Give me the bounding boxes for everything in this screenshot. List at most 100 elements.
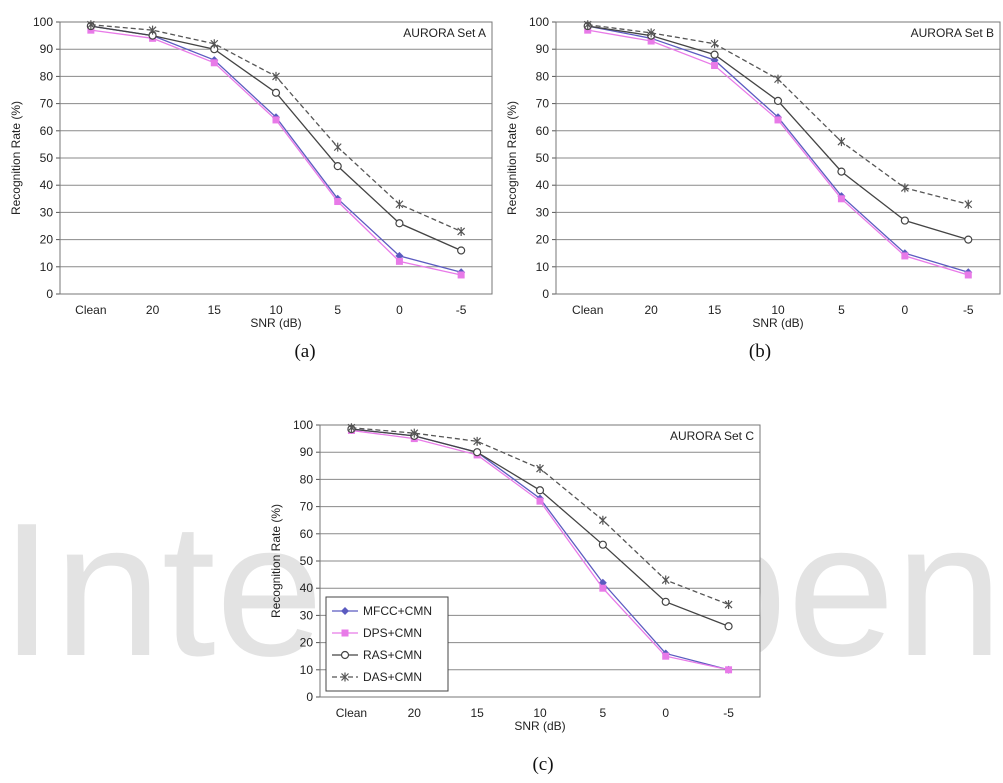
panel-caption: (c) — [532, 754, 553, 775]
data-point — [272, 71, 280, 81]
data-point — [473, 448, 482, 457]
data-point — [837, 195, 845, 203]
data-point — [583, 20, 592, 30]
x-tick-label: 10 — [269, 303, 283, 317]
y-tick-label: 20 — [40, 233, 54, 247]
x-tick-label: 10 — [771, 303, 785, 317]
data-point — [598, 540, 607, 549]
data-point — [724, 600, 733, 610]
x-axis-label: SNR (dB) — [250, 316, 301, 330]
data-point — [647, 28, 656, 38]
data-point — [347, 423, 356, 433]
panel-title: AURORA Set A — [403, 26, 486, 40]
x-tick-label: 10 — [533, 706, 547, 720]
series-dps — [584, 26, 972, 279]
x-tick-label: -5 — [963, 303, 974, 317]
y-tick-label: 20 — [536, 233, 550, 247]
x-tick-label: Clean — [75, 303, 106, 317]
y-tick-label: 90 — [300, 445, 314, 459]
data-point — [964, 271, 972, 279]
y-tick-label: 80 — [536, 69, 550, 83]
data-point — [837, 167, 846, 176]
y-tick-label: 60 — [536, 124, 550, 138]
data-point — [901, 252, 909, 260]
y-tick-label: 50 — [536, 151, 550, 165]
plot-frame — [319, 424, 761, 698]
legend: MFCC+CMN DPS+CMN RAS+CMN DAS+CMN — [325, 596, 449, 692]
legend-marker — [341, 607, 349, 615]
data-point — [774, 116, 782, 124]
data-point — [536, 497, 544, 505]
y-tick-label: 100 — [33, 15, 53, 29]
data-point — [395, 219, 404, 228]
y-tick-label: 70 — [40, 97, 54, 111]
x-axis-label: SNR (dB) — [514, 719, 565, 733]
y-tick-label: 40 — [40, 178, 54, 192]
data-point — [599, 584, 607, 592]
y-tick-label: 80 — [40, 69, 54, 83]
data-point — [210, 39, 219, 49]
x-tick-label: 20 — [408, 706, 422, 720]
legend-marker — [341, 629, 349, 637]
data-point — [900, 183, 909, 193]
legend-label: RAS+CMN — [363, 648, 422, 662]
legend-label: MFCC+CMN — [363, 604, 432, 618]
y-tick-label: 10 — [536, 260, 550, 274]
series-das — [347, 423, 733, 610]
y-tick-label: 0 — [306, 690, 313, 704]
y-tick-label: 60 — [300, 527, 314, 541]
y-tick-label: 60 — [40, 124, 54, 138]
data-point — [661, 597, 670, 606]
data-point — [395, 251, 404, 260]
legend-item: DPS+CMN — [332, 626, 422, 640]
y-tick-label: 30 — [40, 205, 54, 219]
legend-item: MFCC+CMN — [332, 604, 432, 618]
data-point — [333, 142, 342, 152]
data-point — [395, 257, 403, 265]
x-tick-label: 0 — [902, 303, 909, 317]
x-tick-label: 0 — [396, 303, 403, 317]
series-das — [86, 20, 466, 236]
data-point — [662, 652, 670, 660]
y-tick-label: 50 — [300, 554, 314, 568]
x-tick-label: 20 — [146, 303, 160, 317]
x-tick-label: 15 — [470, 706, 484, 720]
y-tick-label: 100 — [293, 418, 313, 432]
x-tick-label: 5 — [838, 303, 845, 317]
data-point — [148, 25, 157, 35]
data-point — [724, 622, 733, 631]
plot-frame — [555, 21, 1001, 295]
data-point — [536, 464, 544, 474]
data-point — [333, 162, 342, 171]
panel-caption: (a) — [294, 341, 315, 362]
x-tick-label: -5 — [456, 303, 467, 317]
y-tick-label: 90 — [40, 42, 54, 56]
x-tick-label: 5 — [600, 706, 607, 720]
data-point — [711, 62, 719, 70]
legend-marker — [341, 672, 349, 682]
y-tick-label: 0 — [46, 287, 53, 301]
y-axis-label: Recognition Rate (%) — [9, 101, 23, 215]
series-ras — [86, 21, 466, 255]
x-tick-label: 5 — [334, 303, 341, 317]
data-point — [647, 37, 655, 45]
panel-caption: (b) — [749, 341, 771, 362]
plot-frame — [59, 21, 493, 295]
y-tick-label: 10 — [40, 260, 54, 274]
y-tick-label: 40 — [300, 581, 314, 595]
data-point — [86, 20, 95, 30]
x-tick-label: 15 — [708, 303, 722, 317]
y-tick-label: 10 — [300, 663, 314, 677]
data-point — [210, 59, 218, 67]
data-point — [837, 137, 846, 147]
data-point — [725, 666, 733, 674]
data-point — [410, 428, 419, 438]
data-point — [964, 235, 973, 244]
x-tick-label: Clean — [336, 706, 367, 720]
y-tick-label: 40 — [536, 178, 550, 192]
data-point — [964, 199, 973, 209]
x-tick-label: -5 — [723, 706, 734, 720]
y-tick-label: 20 — [300, 636, 314, 650]
